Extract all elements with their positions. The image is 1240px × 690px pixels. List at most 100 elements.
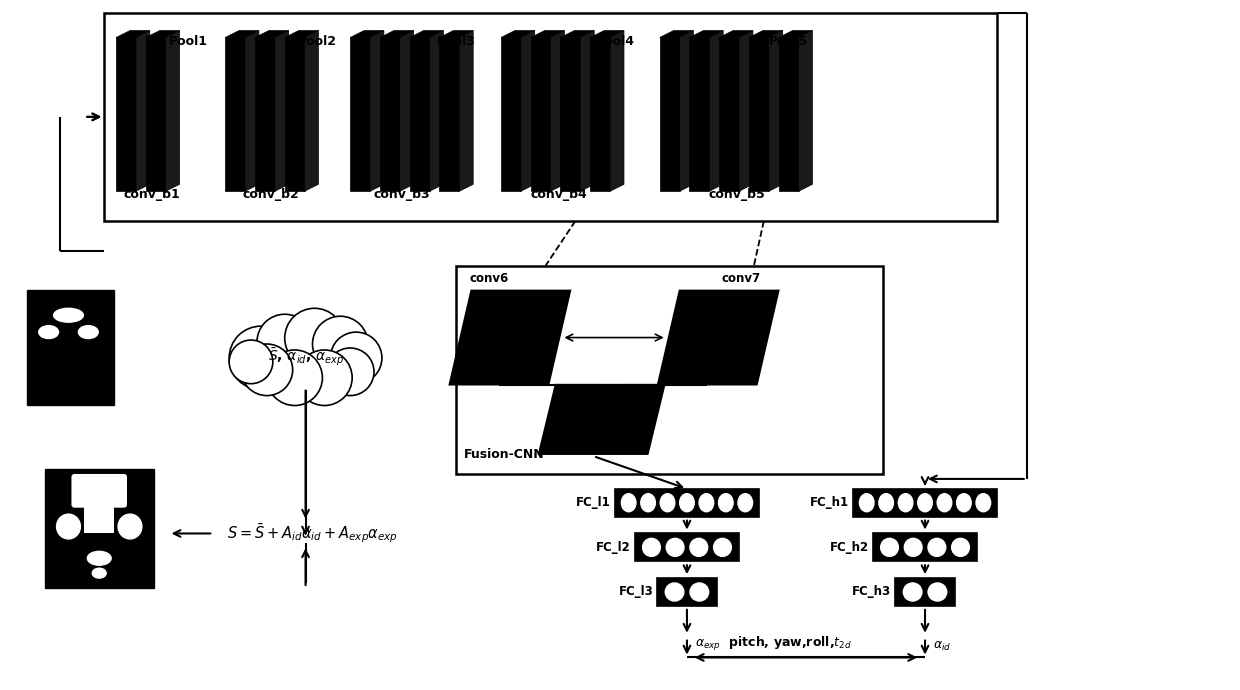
Ellipse shape — [660, 493, 675, 512]
Ellipse shape — [699, 493, 714, 512]
Polygon shape — [680, 30, 693, 191]
Text: conv7: conv7 — [722, 273, 761, 286]
Polygon shape — [660, 30, 693, 37]
FancyBboxPatch shape — [895, 578, 955, 606]
Ellipse shape — [951, 538, 970, 556]
Polygon shape — [166, 30, 180, 191]
Text: FC_l2: FC_l2 — [596, 541, 631, 554]
FancyBboxPatch shape — [853, 489, 997, 517]
Polygon shape — [551, 30, 564, 191]
Ellipse shape — [641, 493, 656, 512]
Ellipse shape — [665, 583, 683, 601]
FancyBboxPatch shape — [456, 266, 883, 474]
FancyBboxPatch shape — [657, 578, 717, 606]
Polygon shape — [117, 37, 136, 191]
Circle shape — [285, 308, 345, 368]
Circle shape — [330, 332, 382, 384]
Text: Pool3: Pool3 — [436, 34, 476, 48]
Polygon shape — [399, 30, 414, 191]
Ellipse shape — [78, 326, 98, 339]
Circle shape — [229, 326, 293, 390]
Circle shape — [241, 344, 293, 395]
Text: Pool4: Pool4 — [595, 34, 635, 48]
Ellipse shape — [879, 493, 894, 512]
Circle shape — [326, 348, 374, 395]
Ellipse shape — [738, 493, 753, 512]
Text: Pool2: Pool2 — [298, 34, 337, 48]
Polygon shape — [285, 37, 305, 191]
Polygon shape — [146, 37, 166, 191]
Polygon shape — [769, 30, 782, 191]
Text: Pool1: Pool1 — [169, 34, 208, 48]
Polygon shape — [689, 37, 709, 191]
Text: FC_h2: FC_h2 — [830, 541, 869, 554]
Ellipse shape — [903, 583, 921, 601]
Circle shape — [267, 350, 322, 406]
Text: conv6: conv6 — [469, 273, 508, 286]
Ellipse shape — [718, 493, 733, 512]
Circle shape — [296, 350, 352, 406]
Circle shape — [257, 314, 312, 370]
Polygon shape — [560, 30, 594, 37]
Ellipse shape — [680, 493, 694, 512]
Text: FC_l1: FC_l1 — [577, 496, 611, 509]
Polygon shape — [799, 30, 812, 191]
Text: $\bar{S}$, $\alpha_{id}$, $\alpha_{exp}$: $\bar{S}$, $\alpha_{id}$, $\alpha_{exp}$ — [268, 347, 343, 368]
Polygon shape — [531, 30, 564, 37]
FancyBboxPatch shape — [27, 290, 114, 404]
Polygon shape — [370, 30, 384, 191]
FancyBboxPatch shape — [104, 12, 997, 221]
Text: $S = \bar{S} + A_{id}\alpha_{id} + A_{exp}\alpha_{exp}$: $S = \bar{S} + A_{id}\alpha_{id} + A_{ex… — [227, 522, 398, 545]
Ellipse shape — [621, 493, 636, 512]
Polygon shape — [350, 30, 384, 37]
Polygon shape — [501, 37, 521, 191]
Polygon shape — [719, 37, 739, 191]
Polygon shape — [709, 30, 723, 191]
Polygon shape — [379, 37, 399, 191]
Text: Pool5: Pool5 — [769, 34, 808, 48]
FancyBboxPatch shape — [72, 474, 126, 508]
Polygon shape — [719, 30, 753, 37]
Polygon shape — [531, 37, 551, 191]
Ellipse shape — [859, 493, 874, 512]
Text: conv_b2: conv_b2 — [243, 188, 299, 201]
Ellipse shape — [880, 538, 899, 556]
Text: $\alpha_{exp}$  pitch, yaw,roll,$t_{2d}$: $\alpha_{exp}$ pitch, yaw,roll,$t_{2d}$ — [694, 635, 852, 653]
Text: FC_h1: FC_h1 — [810, 496, 849, 509]
Polygon shape — [439, 30, 474, 37]
Polygon shape — [285, 30, 319, 37]
Ellipse shape — [689, 583, 708, 601]
Polygon shape — [580, 30, 594, 191]
Polygon shape — [449, 290, 570, 385]
Polygon shape — [146, 30, 180, 37]
Polygon shape — [226, 37, 246, 191]
Polygon shape — [739, 30, 753, 191]
Polygon shape — [657, 290, 779, 385]
Ellipse shape — [118, 514, 141, 539]
FancyBboxPatch shape — [615, 489, 759, 517]
Ellipse shape — [92, 568, 107, 578]
Text: Fusion-CNN: Fusion-CNN — [464, 448, 544, 461]
Text: conv_b4: conv_b4 — [531, 188, 587, 201]
FancyBboxPatch shape — [873, 533, 977, 561]
Polygon shape — [779, 30, 812, 37]
Polygon shape — [409, 30, 444, 37]
Ellipse shape — [57, 514, 81, 539]
Polygon shape — [749, 37, 769, 191]
Ellipse shape — [976, 493, 991, 512]
Ellipse shape — [87, 551, 112, 565]
Ellipse shape — [689, 538, 708, 556]
Ellipse shape — [937, 493, 952, 512]
Polygon shape — [538, 385, 665, 454]
Polygon shape — [590, 30, 624, 37]
Polygon shape — [379, 30, 414, 37]
Polygon shape — [117, 30, 150, 37]
Ellipse shape — [38, 326, 58, 339]
Circle shape — [229, 340, 273, 384]
Ellipse shape — [928, 583, 946, 601]
Polygon shape — [689, 30, 723, 37]
Ellipse shape — [918, 493, 932, 512]
Polygon shape — [305, 30, 319, 191]
Polygon shape — [779, 37, 799, 191]
Polygon shape — [350, 37, 370, 191]
